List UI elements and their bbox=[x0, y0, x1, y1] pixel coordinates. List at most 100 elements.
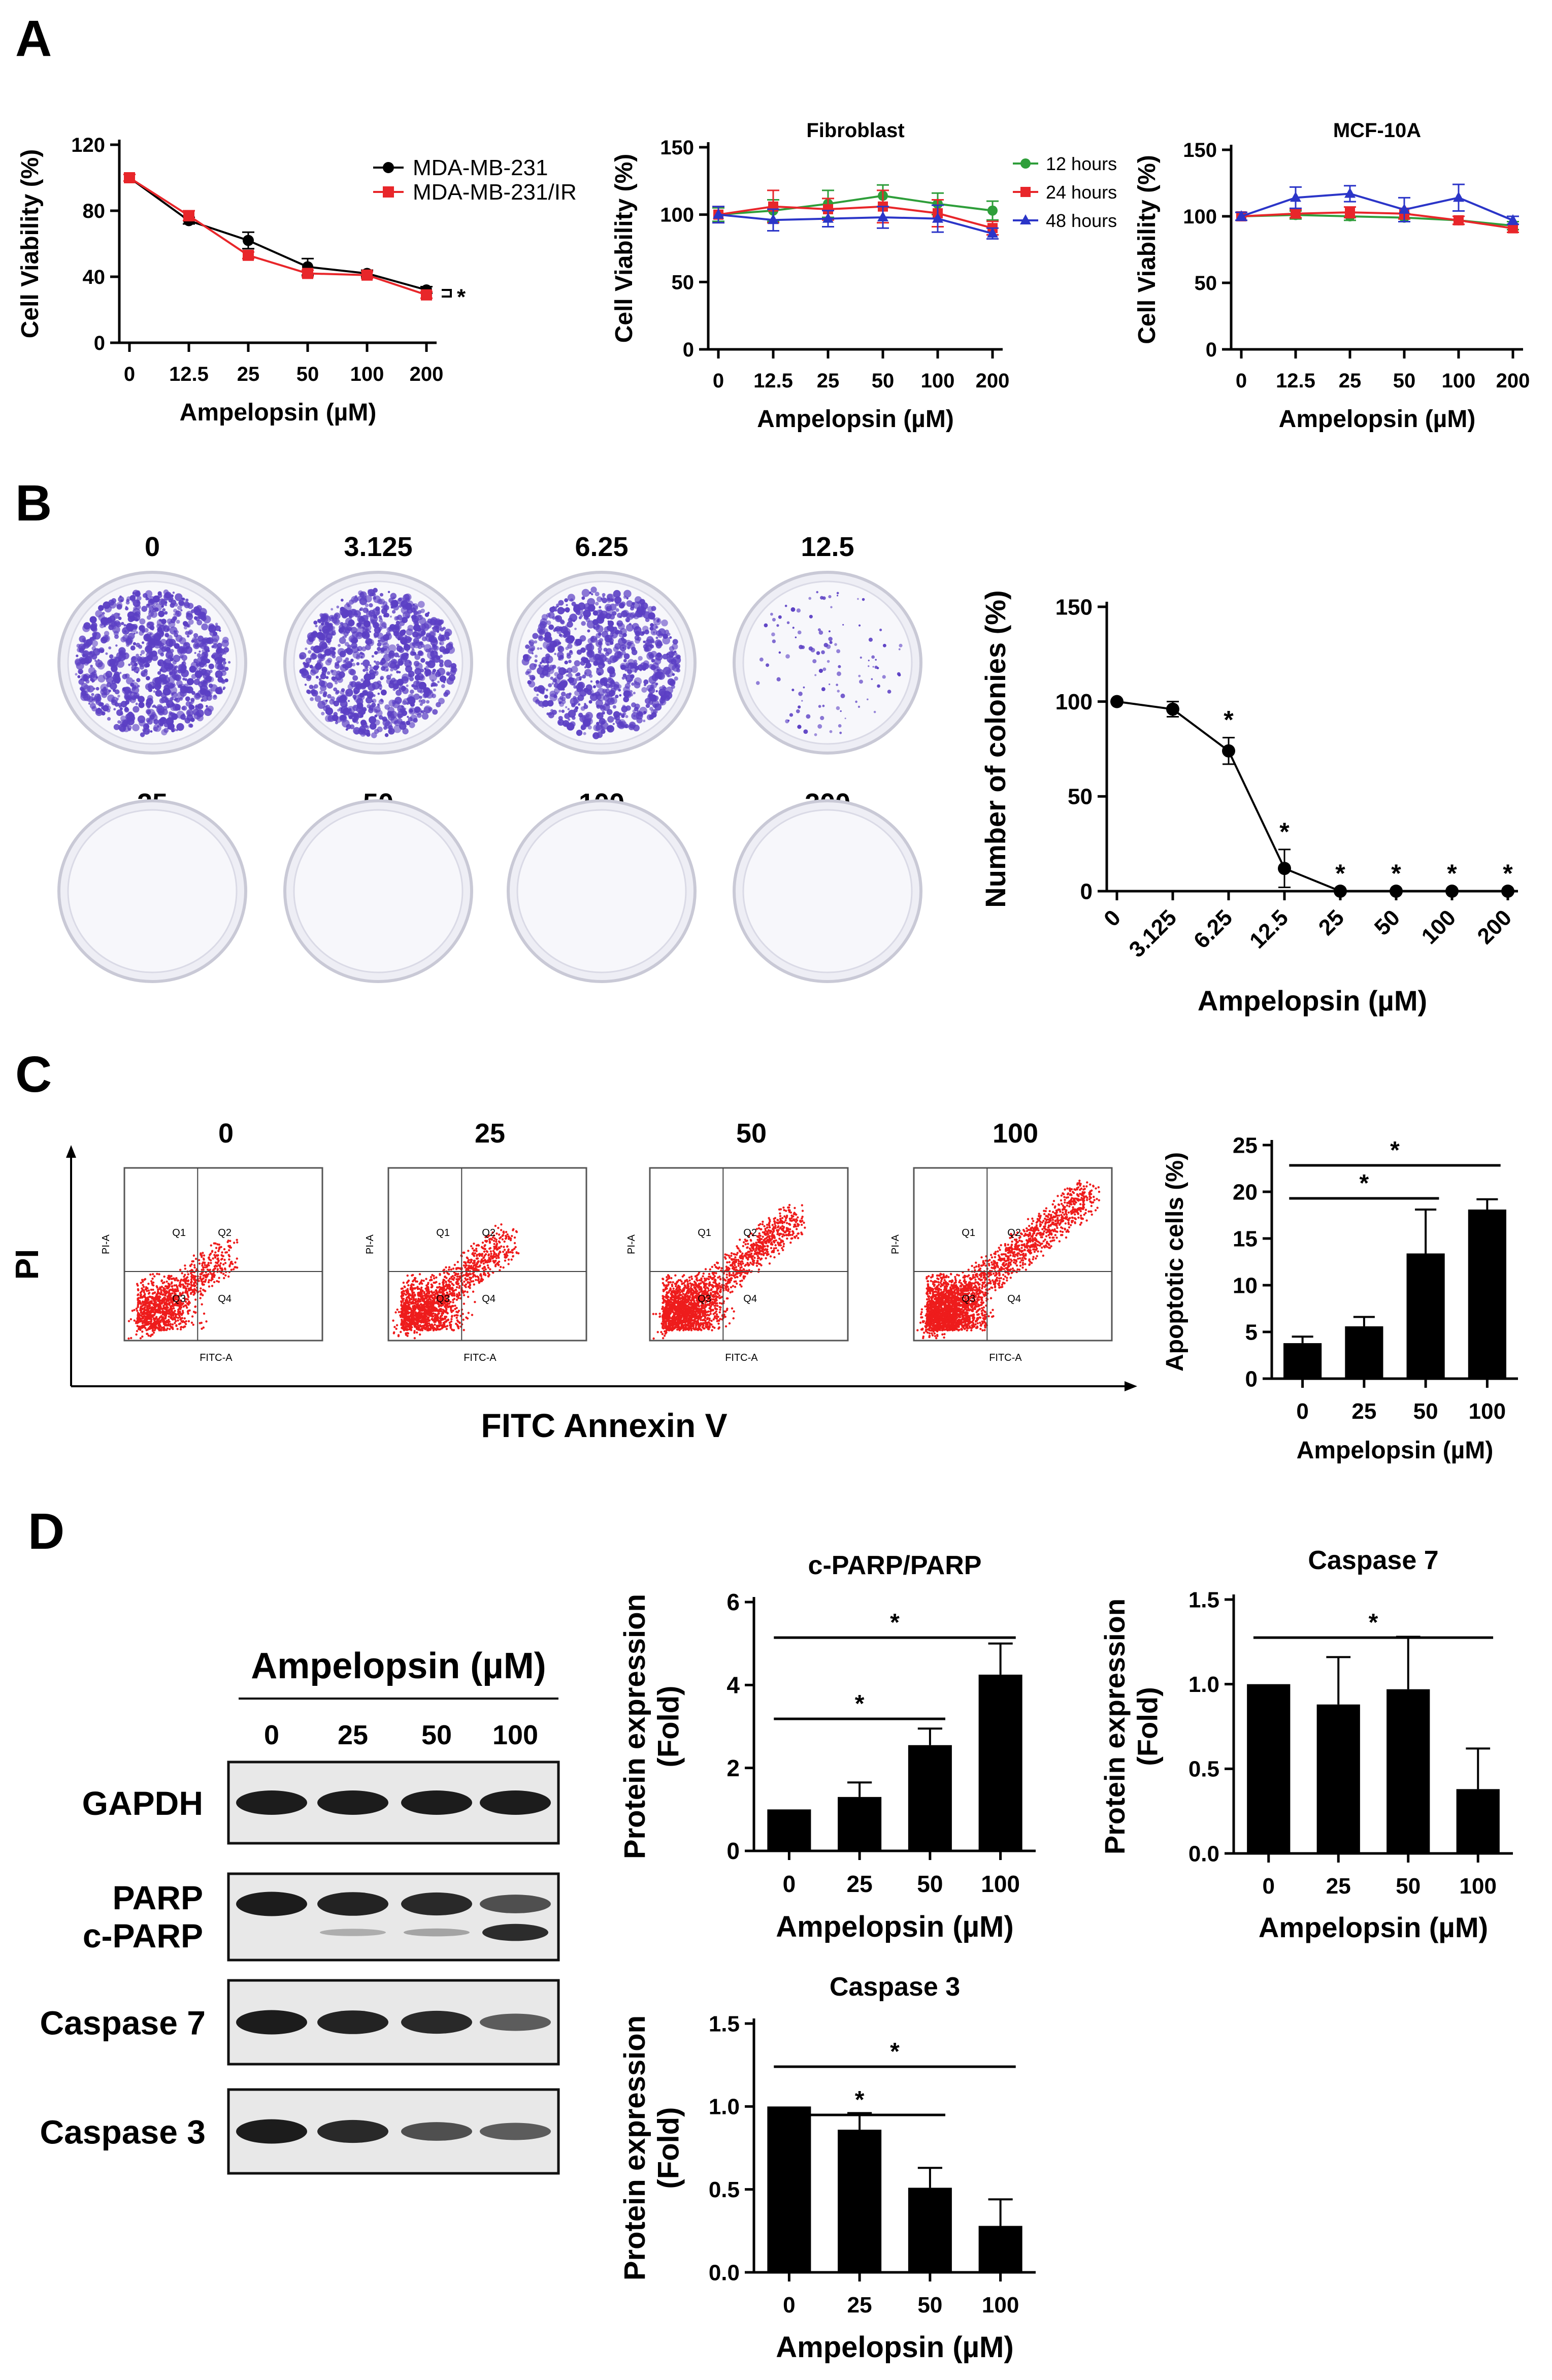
colony bbox=[575, 706, 579, 710]
colony bbox=[205, 637, 212, 644]
colony bbox=[323, 653, 327, 657]
colony bbox=[161, 605, 164, 608]
colony bbox=[175, 697, 178, 701]
colony bbox=[352, 675, 358, 681]
colony bbox=[373, 596, 377, 600]
legend-marker bbox=[1020, 187, 1031, 197]
colony bbox=[360, 663, 363, 665]
colony bbox=[368, 708, 374, 713]
colony bbox=[439, 655, 443, 658]
legend-marker bbox=[1020, 158, 1031, 169]
colony bbox=[121, 622, 124, 626]
colony bbox=[776, 677, 781, 681]
event-dot bbox=[185, 1279, 187, 1281]
event-dot bbox=[395, 1327, 398, 1330]
colony bbox=[92, 648, 101, 656]
event-dot bbox=[155, 1285, 158, 1288]
colony bbox=[321, 711, 325, 715]
event-dot bbox=[177, 1309, 180, 1311]
colony bbox=[133, 706, 140, 713]
colony bbox=[353, 719, 356, 721]
colony bbox=[167, 726, 171, 730]
colony bbox=[116, 697, 119, 701]
colony bbox=[119, 707, 123, 710]
colony bbox=[318, 678, 322, 681]
colony bbox=[443, 681, 446, 683]
event-dot bbox=[168, 1297, 171, 1300]
colony bbox=[357, 646, 363, 651]
colony bbox=[345, 617, 353, 626]
colony bbox=[899, 643, 903, 647]
colony bbox=[126, 599, 129, 602]
event-dot bbox=[211, 1285, 214, 1287]
colony bbox=[346, 647, 352, 654]
colony bbox=[411, 615, 414, 619]
colony bbox=[413, 617, 419, 623]
colony bbox=[337, 708, 340, 712]
event-dot bbox=[206, 1268, 209, 1271]
colony bbox=[402, 728, 409, 735]
colony bbox=[553, 694, 557, 698]
event-dot bbox=[229, 1246, 233, 1249]
colony bbox=[355, 655, 360, 660]
series-line bbox=[128, 177, 427, 291]
colony bbox=[148, 599, 156, 607]
colony bbox=[563, 608, 566, 612]
colony bbox=[786, 621, 790, 624]
event-dot bbox=[507, 1258, 510, 1261]
event-dot bbox=[201, 1283, 204, 1285]
event-dot bbox=[144, 1293, 146, 1295]
colony bbox=[369, 723, 377, 730]
colony bbox=[180, 609, 183, 612]
colony bbox=[790, 607, 796, 612]
colony bbox=[172, 728, 176, 732]
colony bbox=[361, 683, 367, 689]
colony bbox=[302, 667, 307, 672]
colony bbox=[542, 700, 549, 707]
series-line bbox=[718, 194, 993, 216]
dish-inner bbox=[516, 809, 687, 973]
colony bbox=[104, 605, 112, 613]
event-dot bbox=[165, 1310, 168, 1313]
colony bbox=[201, 623, 208, 631]
colony bbox=[384, 721, 392, 729]
colony bbox=[173, 630, 176, 633]
chart-title: MCF-10A bbox=[1333, 119, 1421, 142]
data-point bbox=[302, 268, 313, 279]
event-dot bbox=[213, 1265, 216, 1268]
event-dot bbox=[485, 1241, 488, 1243]
colony bbox=[141, 650, 145, 655]
colony bbox=[141, 672, 146, 677]
colony bbox=[806, 714, 811, 719]
colony bbox=[401, 676, 409, 684]
colony bbox=[644, 698, 651, 704]
colony bbox=[631, 702, 636, 708]
colony bbox=[343, 631, 349, 637]
colony bbox=[609, 614, 612, 617]
event-dot bbox=[156, 1297, 159, 1299]
colony bbox=[101, 689, 105, 692]
colony bbox=[354, 682, 361, 690]
colony bbox=[529, 656, 532, 659]
colony bbox=[612, 705, 616, 709]
colony bbox=[370, 619, 375, 624]
colony bbox=[140, 732, 145, 737]
event-dot bbox=[400, 1330, 402, 1333]
colony bbox=[194, 651, 196, 655]
event-dot bbox=[473, 1283, 475, 1286]
colony bbox=[816, 651, 820, 655]
colony bbox=[395, 621, 400, 625]
colony bbox=[542, 628, 548, 634]
colony bbox=[581, 596, 585, 600]
colony bbox=[347, 623, 350, 627]
colony bbox=[327, 714, 335, 722]
colony bbox=[126, 677, 134, 684]
colony bbox=[421, 712, 429, 720]
event-dot bbox=[192, 1323, 194, 1326]
colony bbox=[323, 691, 327, 696]
y-tick-label: 0 bbox=[94, 332, 105, 354]
event-dot bbox=[453, 1297, 456, 1300]
colony bbox=[871, 655, 875, 659]
event-dot bbox=[217, 1259, 220, 1262]
event-dot bbox=[494, 1224, 497, 1227]
